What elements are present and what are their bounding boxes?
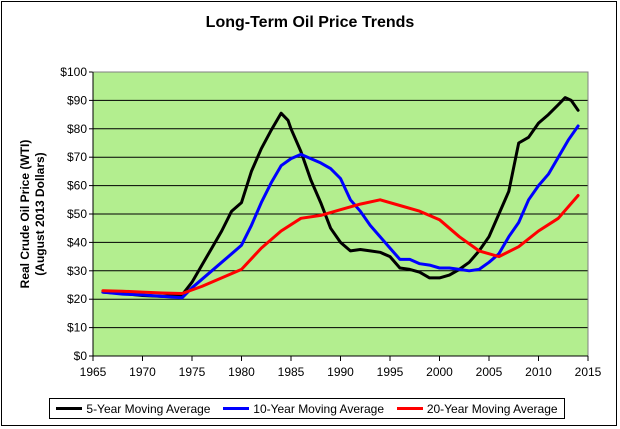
series-line-1 [101,124,580,300]
legend-label-5yr: 5-Year Moving Average [86,401,211,416]
y-tick-label: $50 [67,207,87,221]
legend-swatch-20yr [396,407,423,410]
series-line-2 [101,194,580,295]
y-tick-label: $70 [67,150,87,164]
legend-label-20yr: 20-Year Moving Average [426,401,558,416]
y-tick-label: $40 [67,235,87,249]
x-tick-label: 1970 [129,365,156,379]
y-tick-label: $90 [67,93,87,107]
y-tick-label: $30 [67,264,87,278]
y-tick-label: $100 [60,65,87,79]
y-axis-title-line1: Real Crude Oil Price (WTI) [18,140,32,289]
chart-title: Long-Term Oil Price Trends [205,14,415,31]
legend-label-10yr: 10-Year Moving Average [253,401,385,416]
y-tick-label: $60 [67,179,87,193]
y-tick-label: $20 [67,292,87,306]
x-tick-label: 1965 [80,365,107,379]
legend-item-20yr: 20-Year Moving Average [396,401,558,416]
y-axis-title-line2: (August 2013 Dollars) [33,152,47,275]
x-tick-label: 1985 [278,365,305,379]
legend-item-10yr: 10-Year Moving Average [223,402,384,416]
y-tick-label: $0 [74,349,88,363]
y-tick-label: $10 [67,321,87,335]
series-line-0 [101,96,580,298]
x-tick-label: 1995 [377,365,404,379]
x-tick-label: 2000 [426,365,453,379]
x-tick-label: 1990 [327,365,354,379]
x-tick-label: 2005 [476,365,503,379]
x-tick-label: 1980 [228,365,255,379]
legend-swatch-5yr [56,407,83,410]
legend-swatch-10yr [223,407,250,410]
legend-item-5yr: 5-Year Moving Average [56,402,210,416]
chart-legend: 5-Year Moving Average 10-Year Moving Ave… [49,398,565,419]
x-tick-label: 2015 [575,365,602,379]
x-tick-label: 1975 [179,365,206,379]
x-tick-label: 2010 [525,365,552,379]
y-tick-label: $80 [67,122,87,136]
